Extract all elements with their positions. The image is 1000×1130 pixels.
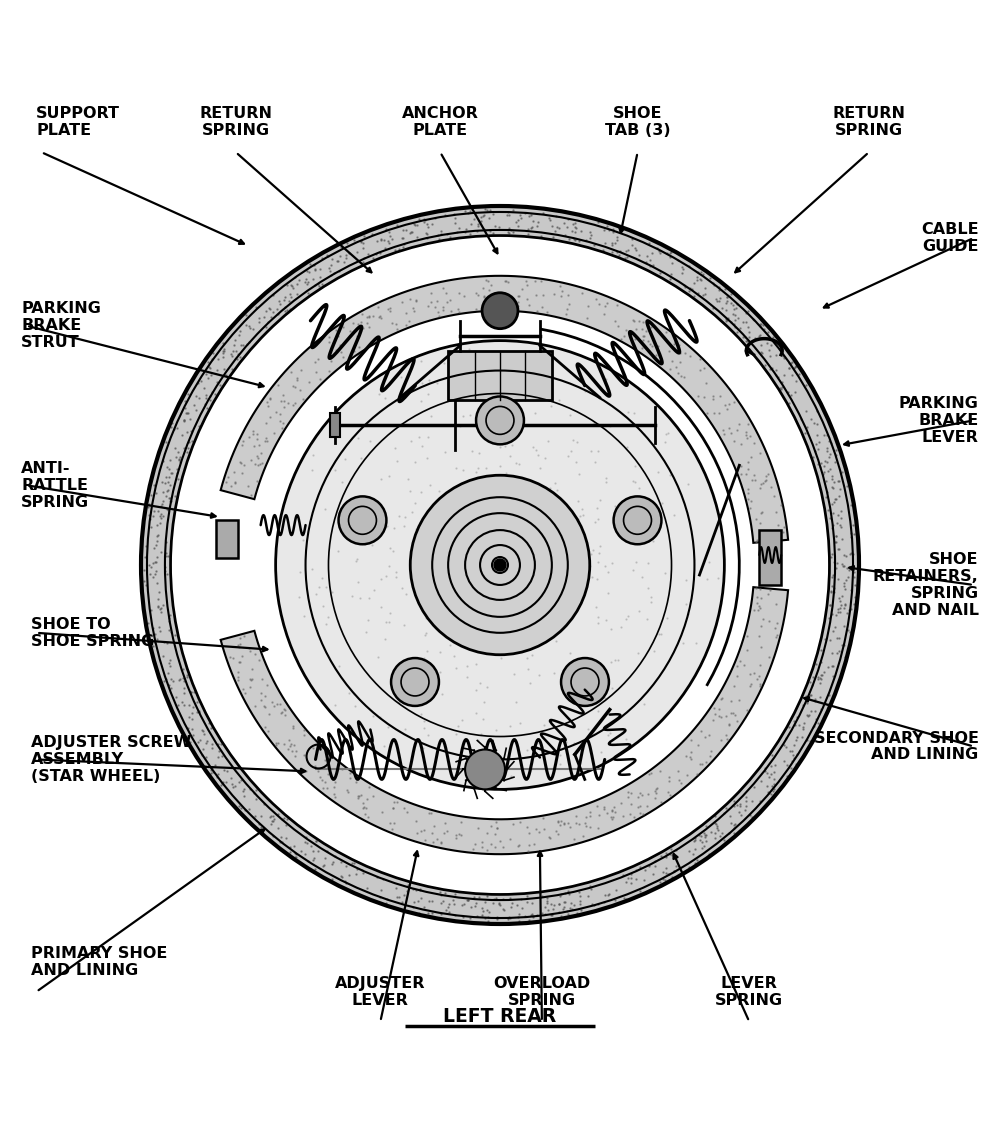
Circle shape bbox=[561, 658, 609, 706]
Text: ADJUSTER
LEVER: ADJUSTER LEVER bbox=[335, 976, 426, 1008]
Text: OVERLOAD
SPRING: OVERLOAD SPRING bbox=[493, 976, 591, 1008]
Text: SHOE
TAB (3): SHOE TAB (3) bbox=[605, 106, 670, 138]
Circle shape bbox=[276, 340, 724, 790]
Bar bbox=[216, 520, 238, 558]
Wedge shape bbox=[141, 206, 859, 924]
Circle shape bbox=[494, 559, 506, 571]
Circle shape bbox=[465, 749, 505, 790]
Text: SHOE
RETAINERS,
SPRING
AND NAIL: SHOE RETAINERS, SPRING AND NAIL bbox=[873, 553, 979, 618]
Text: RETURN
SPRING: RETURN SPRING bbox=[832, 106, 905, 138]
Text: ANCHOR
PLATE: ANCHOR PLATE bbox=[402, 106, 479, 138]
Text: SUPPORT
PLATE: SUPPORT PLATE bbox=[36, 106, 120, 138]
Text: RETURN
SPRING: RETURN SPRING bbox=[199, 106, 272, 138]
Text: ANTI-
RATTLE
SPRING: ANTI- RATTLE SPRING bbox=[21, 461, 89, 510]
Circle shape bbox=[476, 397, 524, 444]
Text: PARKING
BRAKE
STRUT: PARKING BRAKE STRUT bbox=[21, 302, 101, 350]
Polygon shape bbox=[221, 588, 788, 854]
Circle shape bbox=[172, 237, 828, 893]
Circle shape bbox=[482, 293, 518, 329]
FancyBboxPatch shape bbox=[448, 350, 552, 400]
Polygon shape bbox=[221, 276, 788, 542]
Text: ADJUSTER SCREW
ASSEMBLY
(STAR WHEEL): ADJUSTER SCREW ASSEMBLY (STAR WHEEL) bbox=[31, 736, 192, 784]
Circle shape bbox=[339, 496, 386, 545]
Text: LEVER
SPRING: LEVER SPRING bbox=[715, 976, 783, 1008]
Circle shape bbox=[391, 658, 439, 706]
Bar bbox=[759, 530, 781, 585]
Text: PRIMARY SHOE
AND LINING: PRIMARY SHOE AND LINING bbox=[31, 946, 168, 977]
Circle shape bbox=[614, 496, 661, 545]
Text: SECONDARY SHOE
AND LINING: SECONDARY SHOE AND LINING bbox=[814, 731, 979, 763]
Text: LEFT REAR: LEFT REAR bbox=[443, 1007, 557, 1026]
Text: PARKING
BRAKE
LEVER: PARKING BRAKE LEVER bbox=[899, 397, 979, 445]
Circle shape bbox=[410, 476, 590, 654]
Text: SHOE TO
SHOE SPRING: SHOE TO SHOE SPRING bbox=[31, 617, 155, 649]
Bar bbox=[330, 414, 340, 437]
Text: CABLE
GUIDE: CABLE GUIDE bbox=[921, 221, 979, 254]
